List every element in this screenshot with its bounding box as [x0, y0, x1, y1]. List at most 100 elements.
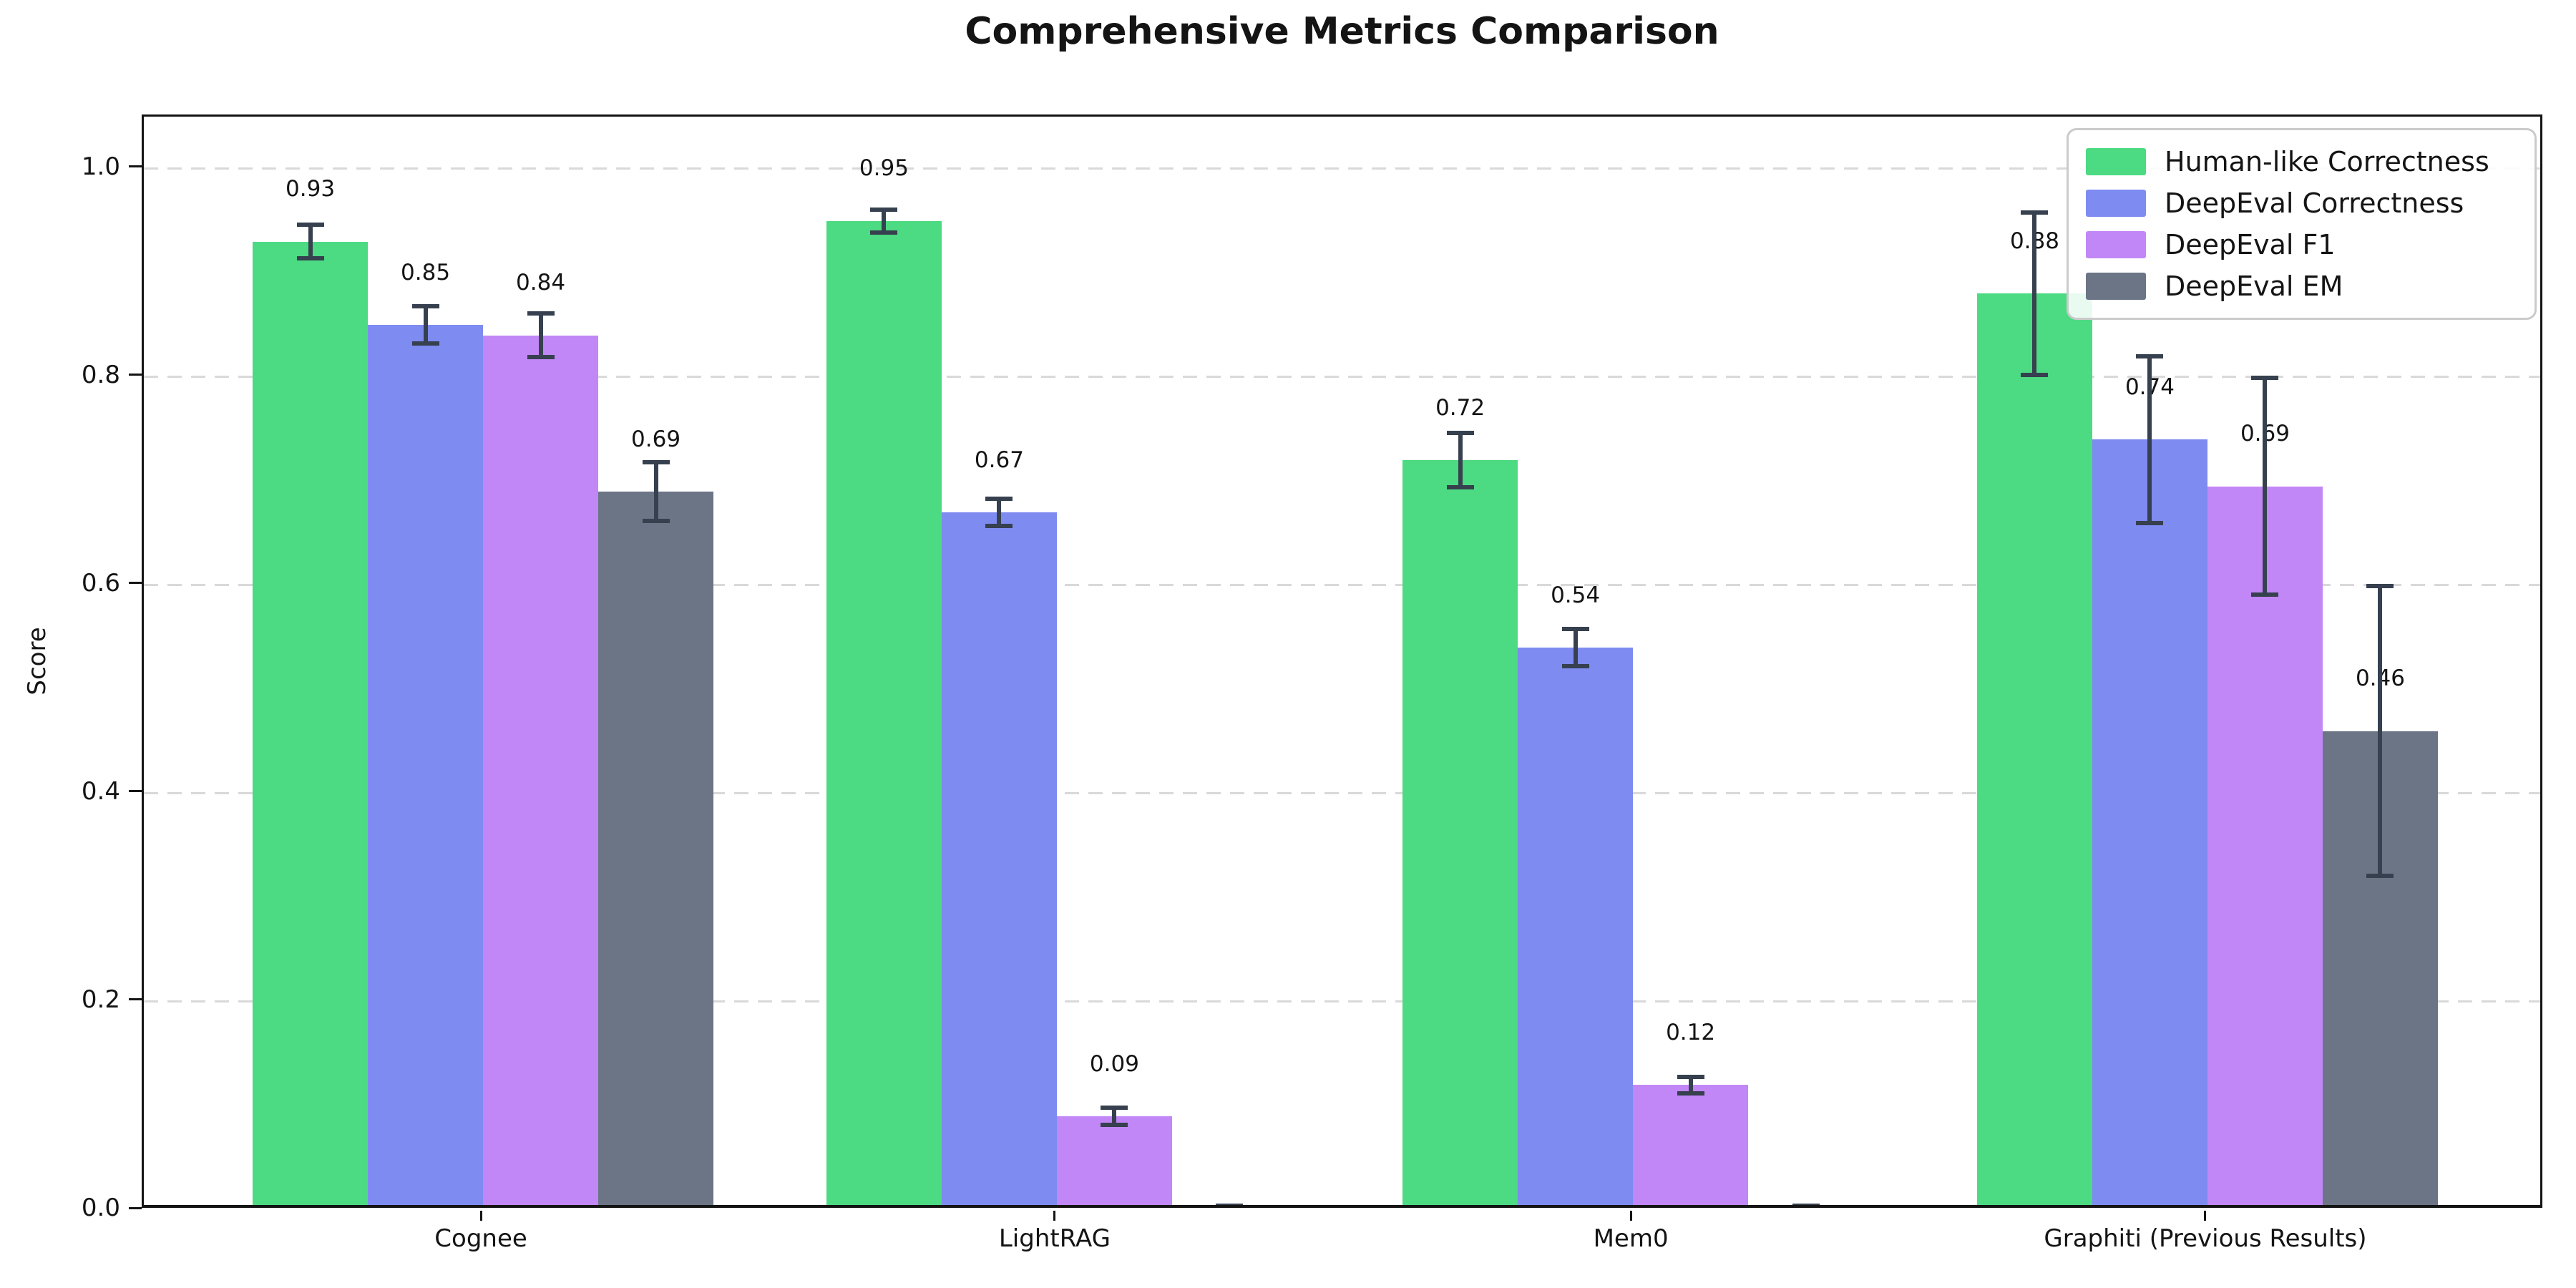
x-tick-mark — [1629, 1211, 1632, 1221]
error-bar-cap — [1677, 1091, 1704, 1096]
bar — [826, 220, 942, 1205]
y-tick-mark — [129, 165, 142, 168]
bar — [2092, 439, 2207, 1205]
error-bar-cap — [2251, 376, 2279, 381]
bar — [1976, 293, 2092, 1205]
y-tick-mark — [129, 374, 142, 376]
y-tick-mark — [129, 582, 142, 585]
error-bar-cap — [1446, 485, 1474, 490]
bar — [598, 491, 714, 1205]
error-bar-cap — [2136, 353, 2164, 358]
error-bar-line — [1688, 1076, 1693, 1093]
legend-item: DeepEval Correctness — [2086, 182, 2517, 224]
bar — [483, 335, 599, 1205]
error-bar-cap — [2251, 592, 2279, 597]
error-bar-line — [2378, 586, 2383, 876]
error-bar-cap — [296, 223, 324, 228]
error-bar-cap — [411, 303, 439, 308]
error-bar-line — [2263, 378, 2268, 595]
error-bar-line — [1112, 1108, 1117, 1125]
legend-label: DeepEval Correctness — [2165, 187, 2464, 219]
error-bar-cap — [1792, 1204, 1820, 1205]
error-bar-cap — [411, 341, 439, 346]
error-bar-cap — [527, 355, 555, 360]
error-bar-line — [1458, 433, 1463, 488]
error-bar-line — [2032, 212, 2037, 375]
error-bar-cap — [527, 311, 555, 316]
legend-swatch — [2086, 190, 2146, 217]
error-bar-line — [997, 499, 1002, 526]
bar — [368, 325, 484, 1205]
error-bar-line — [1227, 1206, 1231, 1208]
bar-value-label: 0.95 — [859, 155, 909, 182]
y-tick-label: 0.2 — [81, 985, 120, 1014]
legend-label: Human-like Correctness — [2165, 146, 2489, 177]
legend-swatch — [2086, 231, 2146, 258]
y-tick-label: 0.8 — [81, 360, 120, 389]
gridline — [144, 376, 2540, 379]
error-bar-cap — [1446, 431, 1474, 436]
error-bar-cap — [985, 523, 1013, 528]
legend: Human-like Correctness DeepEval Correctne… — [2067, 128, 2537, 320]
bar — [2207, 486, 2323, 1205]
bar — [1633, 1085, 1749, 1205]
error-bar-cap — [642, 460, 670, 465]
error-bar-cap — [1677, 1074, 1704, 1079]
error-bar-cap — [642, 518, 670, 523]
error-bar-line — [653, 462, 658, 521]
y-tick-mark — [129, 790, 142, 793]
error-bar-cap — [985, 497, 1013, 502]
x-tick-label: Graphiti (Previous Results) — [2044, 1224, 2367, 1253]
legend-label: DeepEval F1 — [2165, 229, 2336, 260]
legend-label: DeepEval EM — [2165, 270, 2343, 302]
bar — [941, 512, 1057, 1205]
bar-value-label: 0.09 — [1089, 1050, 1139, 1077]
chart-title: Comprehensive Metrics Comparison — [965, 10, 1719, 53]
error-bar-line — [882, 209, 887, 233]
bar — [1056, 1116, 1172, 1205]
legend-swatch — [2086, 148, 2146, 175]
error-bar-cap — [870, 207, 898, 212]
gridline — [144, 584, 2540, 587]
error-bar-cap — [1216, 1204, 1244, 1205]
bar-value-label: 0.67 — [974, 447, 1024, 473]
legend-item: Human-like Correctness — [2086, 141, 2517, 182]
x-tick-mark — [2204, 1211, 2207, 1221]
legend-item: DeepEval EM — [2086, 265, 2517, 307]
error-bar-cap — [2021, 372, 2049, 377]
error-bar-cap — [2021, 210, 2049, 215]
y-tick-label: 1.0 — [81, 152, 120, 181]
legend-swatch — [2086, 273, 2146, 300]
y-tick-mark — [129, 998, 142, 1001]
x-tick-label: Cognee — [434, 1224, 527, 1253]
error-bar-cap — [1561, 664, 1589, 669]
error-bar-cap — [2136, 520, 2164, 525]
bar-value-label: 0.85 — [401, 259, 451, 286]
bar-value-label: 0.93 — [286, 176, 336, 203]
x-tick-label: LightRAG — [998, 1224, 1111, 1253]
error-bar-line — [308, 225, 313, 258]
error-bar-line — [1804, 1206, 1808, 1208]
error-bar-cap — [2366, 873, 2394, 878]
bar-value-label: 0.12 — [1666, 1020, 1716, 1046]
x-tick-mark — [479, 1211, 482, 1221]
error-bar-cap — [1101, 1106, 1128, 1111]
error-bar-cap — [1561, 626, 1589, 631]
error-bar-line — [2147, 356, 2152, 523]
y-tick-mark — [129, 1206, 142, 1209]
error-bar-cap — [870, 230, 898, 235]
bar — [1402, 460, 1518, 1205]
bar-value-label: 0.72 — [1435, 394, 1485, 421]
y-axis-label: Score — [23, 627, 52, 696]
gridline — [144, 1000, 2540, 1003]
legend-item: DeepEval F1 — [2086, 224, 2517, 265]
error-bar-cap — [296, 255, 324, 260]
x-tick-label: Mem0 — [1593, 1224, 1669, 1253]
error-bar-cap — [1101, 1122, 1128, 1127]
bar-value-label: 0.69 — [631, 426, 681, 452]
y-tick-label: 0.4 — [81, 776, 120, 806]
error-bar-line — [538, 313, 543, 358]
bar — [1518, 648, 1634, 1205]
bar-value-label: 0.54 — [1551, 582, 1601, 608]
